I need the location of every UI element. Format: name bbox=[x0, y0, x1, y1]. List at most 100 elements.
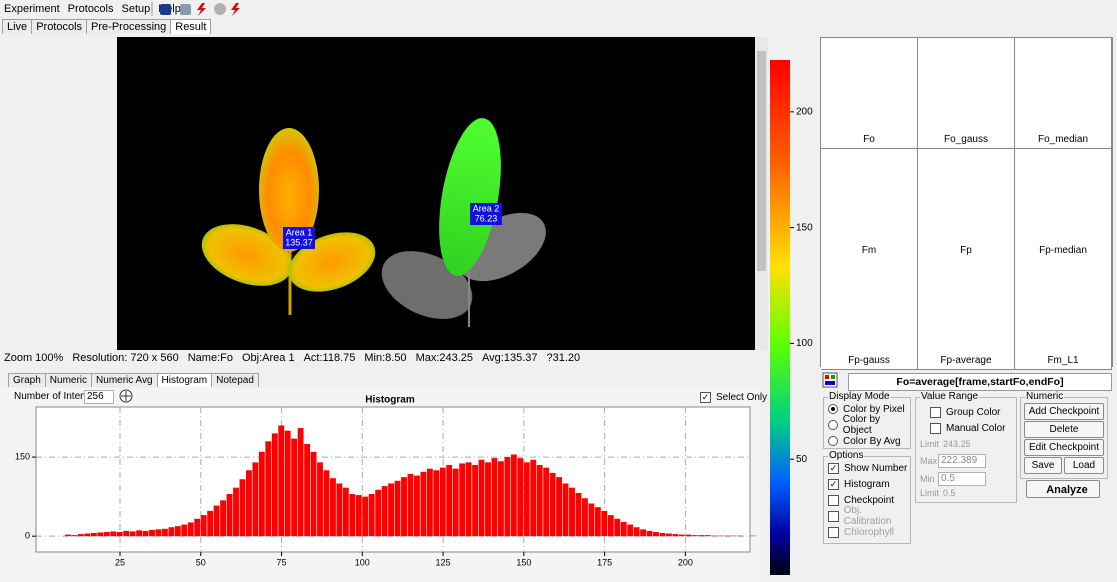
histogram-bar bbox=[491, 458, 498, 537]
tab[interactable]: Protocols bbox=[31, 19, 88, 34]
tab[interactable]: Graph bbox=[8, 372, 46, 387]
histogram-bar bbox=[65, 534, 71, 537]
y-tick-label: 0 bbox=[25, 531, 30, 541]
scroll-thumb[interactable] bbox=[757, 51, 766, 271]
tool-icon[interactable] bbox=[214, 3, 226, 15]
histogram-bar bbox=[691, 535, 698, 537]
group-title: Options bbox=[828, 450, 865, 461]
histogram-bar bbox=[588, 503, 595, 537]
histogram-bar bbox=[562, 483, 569, 537]
select-only-checkbox[interactable]: ✓ Select Only bbox=[700, 389, 767, 405]
histogram-bar bbox=[110, 531, 117, 537]
leaf bbox=[259, 128, 319, 252]
checkbox[interactable]: Checkpoint bbox=[828, 492, 910, 508]
menu-item[interactable]: Setup bbox=[121, 3, 151, 15]
x-tick-label: 75 bbox=[277, 557, 287, 567]
thumbnail[interactable]: Fm bbox=[821, 148, 918, 260]
colorbar-tick-label: 100 bbox=[796, 338, 813, 349]
delete-checkpoint-button[interactable]: Delete Checkpoint bbox=[1024, 421, 1104, 450]
menu-item[interactable]: Protocols bbox=[67, 3, 114, 15]
radio-label: Color by Object bbox=[842, 414, 881, 436]
tab[interactable]: Numeric bbox=[44, 372, 93, 387]
max-input[interactable]: 222.389 bbox=[938, 454, 986, 468]
tool-icon[interactable] bbox=[180, 4, 191, 15]
checkbox-label: Select Only bbox=[716, 391, 768, 403]
tool-icon[interactable] bbox=[231, 3, 240, 16]
checkbox-label: Checkpoint bbox=[844, 494, 895, 506]
checkbox[interactable]: ✓ Show Number bbox=[828, 460, 910, 476]
menu-item[interactable]: Experiment bbox=[4, 3, 60, 15]
area-label-box bbox=[283, 227, 315, 249]
histogram-bar bbox=[116, 531, 123, 537]
thumbnail[interactable]: Fp bbox=[918, 148, 1015, 260]
x-tick-label: 125 bbox=[436, 557, 451, 567]
radio-option[interactable]: Color by Pixel bbox=[828, 401, 910, 417]
area-label[interactable]: Area 2 76.23 bbox=[470, 203, 502, 225]
min-row: Min 0.5 bbox=[920, 472, 986, 486]
thumbnail[interactable]: Fp-average bbox=[918, 259, 1015, 370]
thumbnail[interactable]: Fp-median bbox=[1015, 148, 1112, 260]
tool-icon[interactable] bbox=[197, 3, 206, 16]
tab[interactable]: Histogram bbox=[156, 372, 213, 387]
radio-option[interactable]: Color By Avg bbox=[828, 433, 910, 449]
analyze-button[interactable]: Analyze bbox=[1026, 480, 1100, 498]
formula: Fo=average[frame,startFo,endFo] bbox=[848, 373, 1112, 391]
field-label: Limit bbox=[920, 488, 940, 498]
min-input[interactable]: 0.5 bbox=[938, 472, 986, 486]
radio-button bbox=[828, 420, 838, 430]
thumbnail[interactable]: Fp-gauss bbox=[821, 259, 918, 370]
thumbnail[interactable]: Fm_L1 bbox=[1015, 259, 1112, 370]
histogram-bar bbox=[349, 494, 356, 537]
group-title: Display Mode bbox=[828, 391, 891, 402]
histogram-bar bbox=[446, 465, 453, 537]
numeric-group: Numeric bbox=[1020, 391, 1108, 479]
histogram-bar bbox=[71, 535, 78, 537]
load-button[interactable]: Load bbox=[1064, 457, 1104, 474]
fit-button[interactable] bbox=[119, 389, 133, 403]
tool-icon[interactable] bbox=[160, 4, 171, 15]
histogram-bar bbox=[614, 518, 621, 537]
add-checkpoint-button[interactable]: Add Checkpoint bbox=[1024, 403, 1104, 420]
colorbar-tick-label: 50 bbox=[796, 454, 808, 465]
histogram-bar bbox=[342, 487, 349, 537]
histogram-bar bbox=[575, 492, 582, 537]
histogram-bar bbox=[278, 425, 285, 537]
thumbnail-label: Fp-median bbox=[1039, 244, 1087, 256]
histogram-bar bbox=[123, 530, 130, 537]
area-name: Area 2 bbox=[473, 203, 500, 213]
checkbox: Obj. Calibration bbox=[828, 505, 910, 527]
thumbnail[interactable]: Fo bbox=[821, 38, 918, 149]
toolbar bbox=[151, 2, 240, 16]
checkbox-label: Manual Color bbox=[946, 422, 1006, 434]
tab[interactable]: Result bbox=[170, 19, 212, 34]
edit-checkpoint-button[interactable]: Edit Checkpoint bbox=[1024, 439, 1104, 456]
histogram-bar bbox=[730, 535, 737, 537]
radio-option[interactable]: Color by Object bbox=[828, 414, 910, 436]
histogram-bar bbox=[142, 530, 149, 537]
histogram-bar bbox=[149, 529, 155, 537]
tab[interactable]: Live bbox=[2, 19, 33, 34]
checkbox-label: Obj. Calibration bbox=[843, 505, 892, 527]
histogram-bar bbox=[246, 470, 252, 537]
histogram-bar bbox=[265, 441, 272, 537]
histogram-bar bbox=[724, 535, 731, 537]
checkbox[interactable]: ✓ Histogram bbox=[828, 476, 910, 492]
intervals-input[interactable]: 256 bbox=[84, 390, 114, 404]
tab[interactable]: Numeric Avg bbox=[91, 372, 158, 387]
checkbox[interactable]: Group Color bbox=[930, 404, 1000, 420]
scrollbar[interactable] bbox=[755, 37, 768, 350]
histogram-bar bbox=[388, 483, 395, 537]
thumbnail[interactable]: Fo_median bbox=[1015, 38, 1112, 149]
histogram-bar bbox=[452, 468, 459, 537]
tab[interactable]: Notepad bbox=[211, 372, 259, 387]
histogram-bar bbox=[414, 475, 420, 537]
area-label[interactable]: Area 1 135.37 bbox=[283, 227, 315, 249]
checkbox[interactable]: Manual Color bbox=[930, 420, 1005, 436]
thumbnail[interactable]: Fo_gauss bbox=[918, 38, 1015, 149]
thumbnail-grid: Fo Fo_gauss Fo_median Fm Fp Fp-median Fp-gauss… bbox=[820, 37, 1113, 370]
histogram-bar bbox=[194, 518, 201, 537]
tab[interactable]: Pre-Processing bbox=[86, 19, 172, 34]
histogram-bar bbox=[523, 462, 530, 537]
save-button[interactable]: Save bbox=[1024, 457, 1062, 474]
histogram-bar bbox=[536, 465, 543, 537]
